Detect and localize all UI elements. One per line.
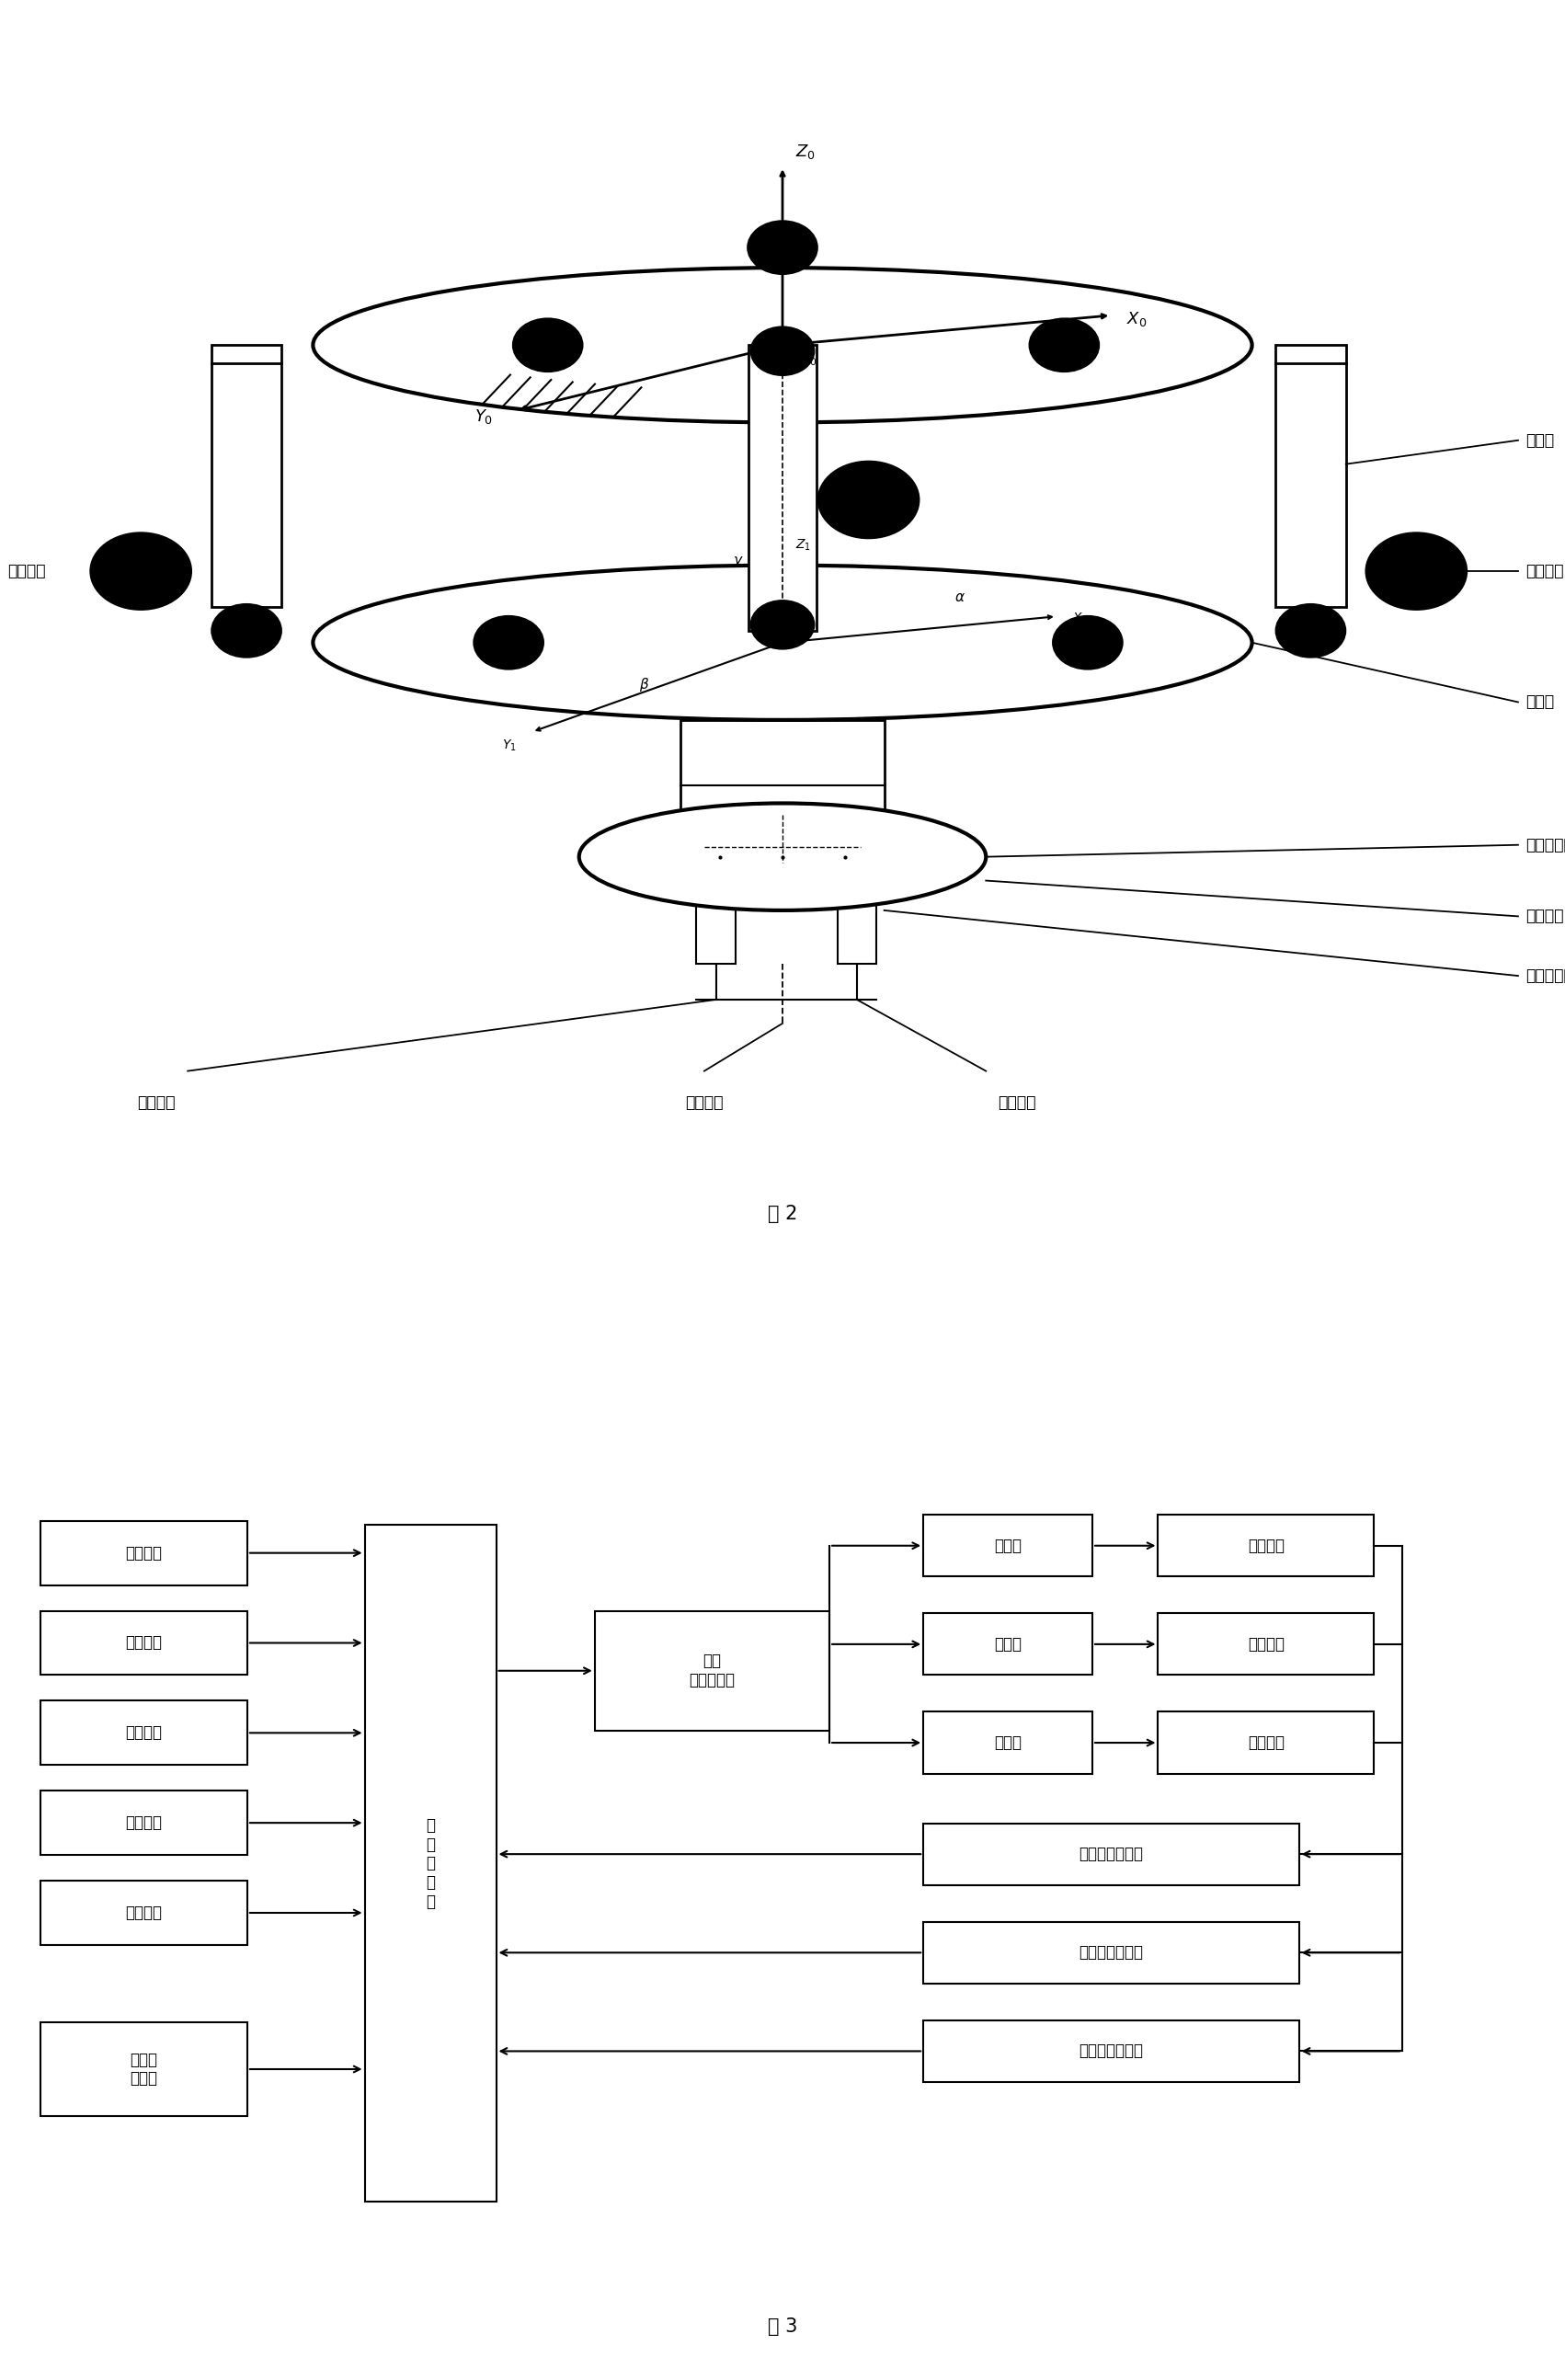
- Bar: [681, 721, 884, 857]
- Circle shape: [818, 462, 919, 538]
- Text: 六维力传感器: 六维力传感器: [1526, 838, 1565, 852]
- Text: 微动开关: 微动开关: [125, 1726, 163, 1742]
- Circle shape: [748, 221, 817, 274]
- Circle shape: [474, 616, 543, 669]
- Text: 作动臂: 作动臂: [1526, 433, 1554, 447]
- Bar: [1158, 1614, 1374, 1676]
- Text: 图 3: 图 3: [767, 2318, 798, 2335]
- Text: $\beta$: $\beta$: [639, 676, 649, 693]
- Text: M: M: [862, 493, 875, 507]
- Text: 速度、位置检测: 速度、位置检测: [1078, 1944, 1144, 1961]
- Text: 速度、位置检测: 速度、位置检测: [1078, 2042, 1144, 2059]
- Ellipse shape: [313, 269, 1252, 424]
- Text: 直流电机: 直流电机: [1526, 564, 1563, 578]
- Text: 微动开关: 微动开关: [125, 1814, 163, 1830]
- Bar: [41, 1611, 247, 1676]
- Ellipse shape: [642, 823, 923, 890]
- Bar: [41, 1790, 247, 1854]
- Bar: [41, 1521, 247, 1585]
- Text: $\gamma$: $\gamma$: [732, 555, 743, 569]
- Bar: [923, 1614, 1092, 1676]
- Bar: [923, 1711, 1092, 1773]
- Text: 图 2: 图 2: [767, 1204, 798, 1223]
- Ellipse shape: [313, 566, 1252, 721]
- Bar: [1275, 345, 1346, 607]
- Bar: [837, 888, 876, 964]
- Text: $Z_0$: $Z_0$: [795, 143, 815, 162]
- Circle shape: [1366, 533, 1466, 609]
- Text: 放大器: 放大器: [994, 1635, 1022, 1652]
- Text: $X_1$: $X_1$: [1072, 612, 1088, 626]
- Circle shape: [213, 605, 282, 657]
- Bar: [41, 1880, 247, 1944]
- Text: 直流电机: 直流电机: [1247, 1537, 1285, 1554]
- Text: 微动开关: 微动开关: [125, 1904, 163, 1921]
- Circle shape: [513, 319, 582, 371]
- Text: $\alpha$: $\alpha$: [955, 590, 966, 605]
- Text: M: M: [135, 564, 147, 578]
- Text: 直流电机: 直流电机: [1247, 1635, 1285, 1652]
- Bar: [211, 345, 282, 607]
- Ellipse shape: [579, 804, 986, 912]
- Text: 速度、位置检测: 速度、位置检测: [1078, 1847, 1144, 1864]
- Bar: [1158, 1514, 1374, 1576]
- Text: 夹持机械手: 夹持机械手: [1526, 969, 1565, 983]
- Circle shape: [91, 533, 191, 609]
- Text: 微动开关: 微动开关: [125, 1545, 163, 1561]
- Text: 微动开关: 微动开关: [685, 1095, 723, 1111]
- Bar: [923, 2021, 1299, 2082]
- Text: 微动开关: 微动开关: [138, 1095, 175, 1111]
- Bar: [1158, 1711, 1374, 1773]
- Bar: [923, 1514, 1092, 1576]
- Text: $Y_0$: $Y_0$: [474, 407, 493, 426]
- Text: $X_0$: $X_0$: [1127, 309, 1147, 328]
- Text: 六维力
传感器: 六维力 传感器: [130, 2052, 158, 2087]
- Bar: [365, 1526, 496, 2202]
- Bar: [696, 888, 736, 964]
- Text: 直流电机: 直流电机: [1247, 1735, 1285, 1752]
- Text: $Z_1$: $Z_1$: [795, 538, 811, 552]
- Text: 微动开关: 微动开关: [1526, 909, 1563, 923]
- Text: M: M: [1410, 564, 1423, 578]
- Circle shape: [1030, 319, 1099, 371]
- Bar: [595, 1611, 829, 1730]
- Bar: [923, 1823, 1299, 1885]
- Text: 四轴
运动控制卡: 四轴 运动控制卡: [689, 1654, 736, 1687]
- Text: 微动开关: 微动开关: [8, 564, 45, 578]
- Text: $Y_1$: $Y_1$: [502, 738, 516, 752]
- Text: 工
业
控
制
机: 工 业 控 制 机: [426, 1816, 435, 1911]
- Text: 微动开关: 微动开关: [125, 1635, 163, 1652]
- Text: 放大器: 放大器: [994, 1537, 1022, 1554]
- Circle shape: [751, 328, 814, 376]
- Bar: [748, 345, 817, 631]
- Text: 微动开关: 微动开关: [998, 1095, 1036, 1111]
- Bar: [923, 1921, 1299, 1983]
- Text: 下平台: 下平台: [1526, 695, 1554, 709]
- Circle shape: [1053, 616, 1122, 669]
- Circle shape: [751, 602, 814, 650]
- Bar: [41, 1702, 247, 1766]
- Text: $O_0$: $O_0$: [798, 352, 817, 369]
- Text: 放大器: 放大器: [994, 1735, 1022, 1752]
- Circle shape: [1277, 605, 1346, 657]
- Bar: [41, 2023, 247, 2116]
